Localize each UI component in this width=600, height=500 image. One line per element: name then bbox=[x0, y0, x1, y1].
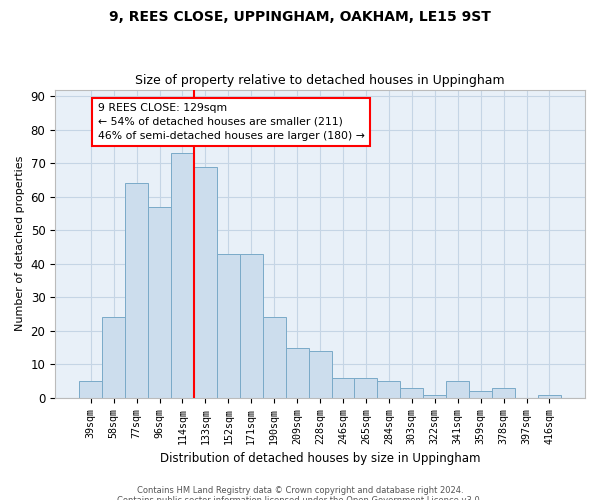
Text: 9 REES CLOSE: 129sqm
← 54% of detached houses are smaller (211)
46% of semi-deta: 9 REES CLOSE: 129sqm ← 54% of detached h… bbox=[98, 103, 364, 141]
Bar bbox=[492, 388, 515, 398]
Text: Contains public sector information licensed under the Open Government Licence v3: Contains public sector information licen… bbox=[118, 496, 482, 500]
Bar bbox=[79, 381, 102, 398]
Bar bbox=[377, 381, 400, 398]
Y-axis label: Number of detached properties: Number of detached properties bbox=[15, 156, 25, 332]
Bar bbox=[125, 184, 148, 398]
Bar bbox=[446, 381, 469, 398]
Bar bbox=[194, 166, 217, 398]
Bar bbox=[538, 394, 561, 398]
Bar bbox=[332, 378, 355, 398]
Bar bbox=[355, 378, 377, 398]
Bar bbox=[102, 318, 125, 398]
Text: 9, REES CLOSE, UPPINGHAM, OAKHAM, LE15 9ST: 9, REES CLOSE, UPPINGHAM, OAKHAM, LE15 9… bbox=[109, 10, 491, 24]
Bar bbox=[308, 351, 332, 398]
Title: Size of property relative to detached houses in Uppingham: Size of property relative to detached ho… bbox=[135, 74, 505, 87]
Bar bbox=[263, 318, 286, 398]
Bar bbox=[400, 388, 423, 398]
Bar bbox=[171, 153, 194, 398]
Bar bbox=[469, 391, 492, 398]
Bar bbox=[286, 348, 308, 398]
Bar bbox=[240, 254, 263, 398]
Bar bbox=[217, 254, 240, 398]
X-axis label: Distribution of detached houses by size in Uppingham: Distribution of detached houses by size … bbox=[160, 452, 481, 465]
Bar bbox=[423, 394, 446, 398]
Bar bbox=[148, 207, 171, 398]
Text: Contains HM Land Registry data © Crown copyright and database right 2024.: Contains HM Land Registry data © Crown c… bbox=[137, 486, 463, 495]
